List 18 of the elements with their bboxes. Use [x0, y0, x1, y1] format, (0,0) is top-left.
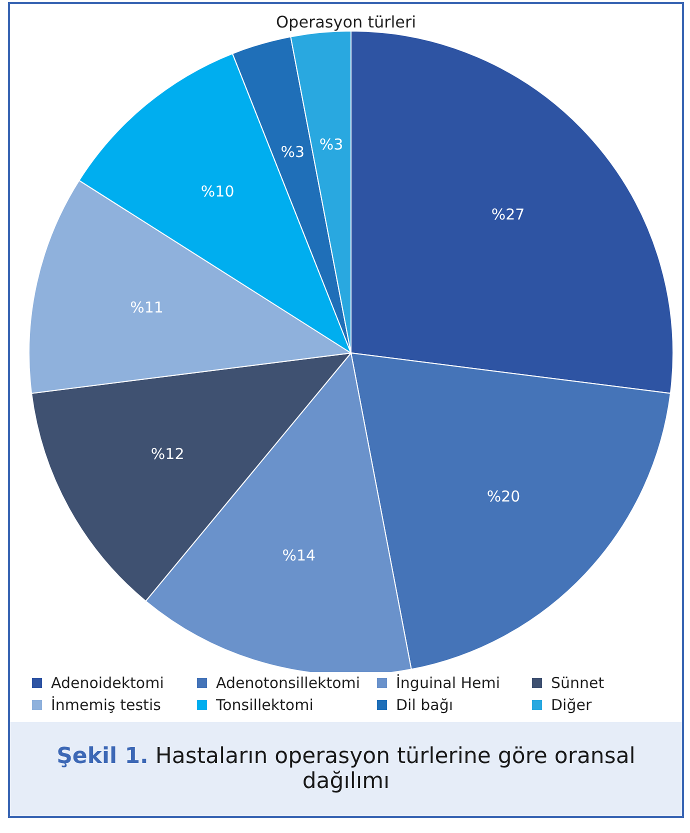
legend-label: İnmemiş testis	[51, 696, 161, 714]
legend-label: Adenotonsillektomi	[216, 674, 360, 692]
legend-label: Adenoidektomi	[51, 674, 164, 692]
text: Şekil 1. Hastaların operasyon türlerine göre oransal dağılımı	[56, 744, 636, 794]
legend-label: Dil bağı	[396, 696, 454, 714]
data-label: %3	[319, 136, 344, 154]
data-label: %20	[486, 487, 520, 506]
data-label: %27	[491, 206, 525, 224]
data-label: %3	[280, 143, 305, 162]
legend-label: Diğer	[551, 696, 592, 714]
legend-label: Tonsillektomi	[216, 696, 314, 714]
legend-label: İnguinal Hemi	[396, 674, 500, 692]
data-label: %12	[150, 444, 184, 463]
data-label: %10	[200, 182, 234, 201]
chart-title: Operasyon türleri	[276, 12, 416, 32]
data-label: %14	[282, 546, 316, 565]
data-label: %11	[130, 298, 164, 316]
legend-label: Sünnet	[551, 674, 604, 692]
